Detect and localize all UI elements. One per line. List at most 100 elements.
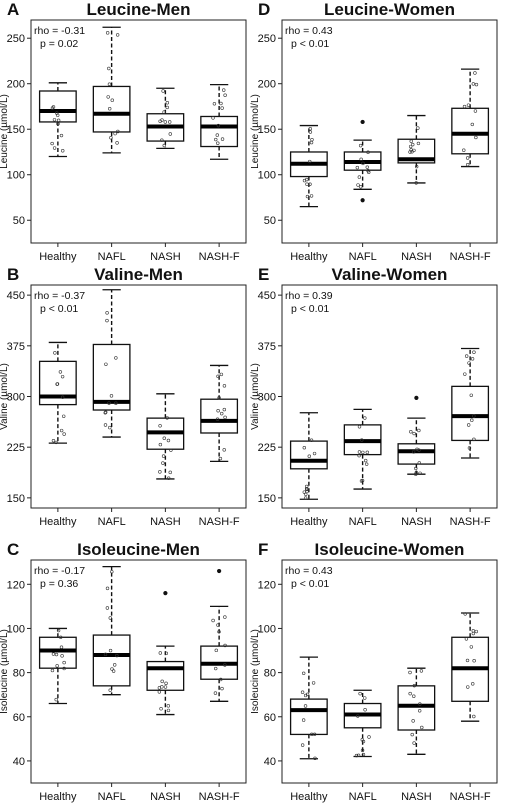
- y-tick-label: 50: [264, 215, 276, 227]
- sample-point: [357, 450, 362, 454]
- sample-point: [157, 686, 162, 690]
- y-tick-label: 100: [258, 623, 276, 635]
- y-axis-label: Valine (µmol/L): [250, 363, 261, 430]
- sample-point: [470, 418, 474, 422]
- sample-point: [301, 671, 306, 676]
- sample-point: [366, 150, 370, 154]
- panel-letter: A: [7, 0, 19, 19]
- sample-point: [115, 653, 119, 658]
- sample-point: [360, 748, 365, 753]
- sample-point: [419, 669, 424, 673]
- sample-point: [412, 741, 416, 745]
- y-tick-label: 200: [258, 79, 276, 91]
- sample-point: [211, 116, 215, 120]
- sample-point: [360, 438, 364, 442]
- sample-point: [361, 752, 366, 757]
- sample-point: [62, 660, 66, 665]
- sample-point: [62, 666, 66, 671]
- sample-point: [469, 645, 474, 649]
- sample-point: [165, 101, 170, 105]
- y-tick-label: 120: [258, 579, 276, 591]
- sample-point: [220, 106, 224, 110]
- sample-point: [466, 103, 471, 107]
- sample-point: [55, 664, 59, 668]
- box-iqr: [200, 115, 239, 148]
- sample-point: [357, 175, 362, 179]
- sample-point: [107, 66, 111, 71]
- y-tick-label: 150: [258, 493, 276, 505]
- sample-point: [166, 704, 170, 708]
- sample-point: [105, 606, 110, 610]
- sample-point: [60, 654, 64, 658]
- y-tick-label: 80: [264, 668, 276, 680]
- sample-point: [58, 370, 63, 374]
- sample-point: [472, 350, 476, 354]
- plot-frame: [281, 559, 498, 784]
- panel-letter: D: [258, 0, 270, 19]
- sample-point: [357, 425, 362, 429]
- sample-point: [472, 414, 476, 418]
- x-tick-label: Healthy: [290, 251, 328, 263]
- y-tick-label: 100: [258, 170, 276, 182]
- sample-point: [105, 586, 110, 591]
- sample-point: [367, 170, 371, 174]
- y-tick-label: 150: [7, 124, 25, 136]
- sample-point: [158, 442, 163, 447]
- y-tick-label: 40: [13, 756, 25, 768]
- y-tick-label: 300: [258, 392, 276, 404]
- sample-point: [474, 629, 479, 634]
- sample-point: [163, 120, 168, 124]
- sample-point: [303, 704, 308, 708]
- sample-point: [360, 738, 364, 742]
- sample-point: [408, 150, 412, 154]
- y-tick-label: 250: [7, 33, 25, 45]
- x-tick-label: Healthy: [39, 791, 77, 803]
- sample-point: [108, 648, 113, 653]
- sample-point: [313, 756, 317, 761]
- y-tick-label: 225: [258, 442, 276, 454]
- sample-point: [364, 462, 369, 466]
- sample-point: [108, 425, 112, 430]
- sample-point: [301, 718, 306, 722]
- y-tick-label: 60: [13, 712, 25, 724]
- sample-point: [54, 652, 59, 657]
- sample-point: [158, 470, 162, 474]
- annotation-p: p < 0.01: [291, 303, 329, 315]
- panel-title: Leucine-Women: [324, 0, 455, 19]
- sample-point: [358, 691, 362, 696]
- plot-frame: [281, 19, 498, 244]
- sample-point: [59, 645, 64, 649]
- sample-point: [162, 436, 166, 440]
- y-axis-label: Isoleucine (µmol/L): [250, 629, 261, 714]
- sample-point: [115, 141, 119, 145]
- y-axis-label: Valine (µmol/L): [0, 363, 10, 430]
- y-tick-label: 120: [7, 579, 25, 591]
- sample-point: [416, 141, 421, 146]
- sample-point: [62, 414, 66, 418]
- y-tick-label: 450: [258, 290, 276, 302]
- sample-point: [414, 164, 419, 169]
- sample-point: [417, 461, 421, 465]
- x-tick-label: NASH-F: [450, 791, 491, 803]
- outlier-point: [163, 591, 168, 596]
- annotation-rho: rho = 0.43: [285, 565, 333, 577]
- box-iqr: [397, 138, 436, 164]
- y-tick-label: 375: [7, 341, 25, 353]
- sample-point: [164, 651, 168, 656]
- sample-point: [308, 126, 312, 131]
- panel-title: Valine-Women: [332, 265, 448, 284]
- sample-point: [303, 496, 308, 500]
- sample-point: [161, 89, 165, 93]
- y-tick-label: 225: [7, 442, 25, 454]
- sample-point: [359, 185, 363, 189]
- sample-point: [359, 157, 363, 162]
- sample-point: [363, 416, 367, 420]
- sample-point: [309, 140, 314, 145]
- sample-point: [61, 149, 65, 153]
- sample-point: [304, 487, 309, 492]
- sample-point: [160, 679, 164, 684]
- sample-point: [363, 708, 367, 712]
- sample-point: [361, 161, 365, 166]
- box-iqr: [200, 398, 239, 434]
- annotation-rho: rho = 0.43: [285, 25, 333, 37]
